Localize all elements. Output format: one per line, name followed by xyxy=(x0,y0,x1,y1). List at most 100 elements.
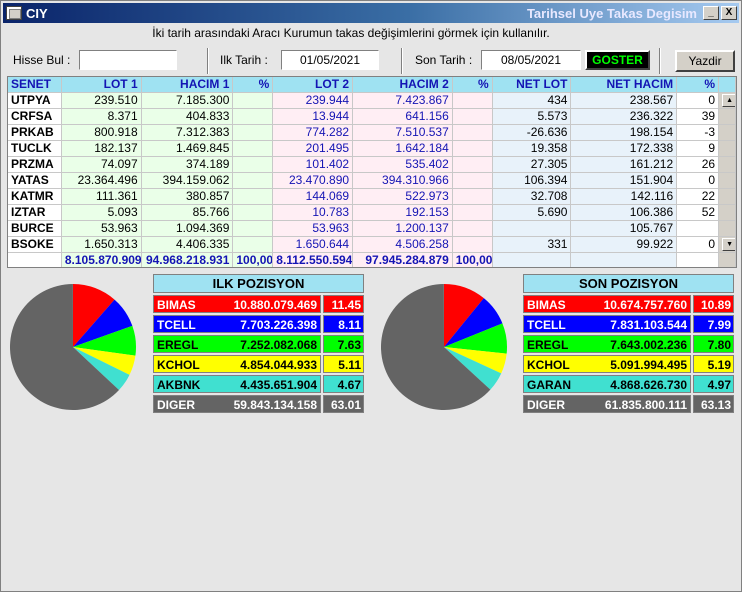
column-header-pct1[interactable]: % xyxy=(233,77,274,92)
yazdir-button[interactable]: Yazdir xyxy=(675,50,735,72)
legend-row: BIMAS 10.880.079.469 11.45 xyxy=(153,295,364,313)
legend-stock-name: EREGL xyxy=(527,338,569,352)
legend-value: 7.252.082.068 xyxy=(240,338,317,352)
column-header-net-hacim[interactable]: NET HACIM xyxy=(571,77,678,92)
legend-value: 7.643.002.236 xyxy=(610,338,687,352)
son-tarih-input[interactable]: 08/05/2021 xyxy=(481,50,581,70)
cell-hacim1: 404.833 xyxy=(141,109,234,124)
column-header-hacim1[interactable]: HACIM 1 xyxy=(141,77,234,92)
hisse-label: Hisse Bul : xyxy=(13,53,71,67)
scrollbar-track[interactable] xyxy=(719,125,736,140)
cell-net-lot xyxy=(492,221,572,236)
cell-pct3: 0 xyxy=(677,173,720,188)
cell-pct3: 39 xyxy=(677,109,720,124)
cell-pct2 xyxy=(452,125,493,140)
legend-row: DIGER 59.843.134.158 63.01 xyxy=(153,395,364,413)
cell-net-hacim: 198.154 xyxy=(571,125,678,140)
scroll-down-arrow-icon[interactable]: ▼ xyxy=(722,238,736,251)
scrollbar-track[interactable] xyxy=(719,173,736,188)
table-row[interactable]: YATAS 23.364.496 394.159.062 23.470.890 394.… xyxy=(8,173,736,189)
cell-pct3: 22 xyxy=(677,189,720,204)
cell-pct1 xyxy=(233,125,274,140)
cell-hacim1: 4.406.335 xyxy=(141,237,234,252)
table-row[interactable]: BSOKE 1.650.313 4.406.335 1.650.644 4.506.25… xyxy=(8,237,736,253)
pie-slice-eregl xyxy=(73,325,136,356)
column-header-senet[interactable]: SENET xyxy=(8,77,62,92)
scrollbar-track[interactable] xyxy=(719,221,736,236)
cell-hacim1: 1.469.845 xyxy=(141,141,234,156)
table-row[interactable]: UTPYA 239.510 7.185.300 239.944 7.423.867 434… xyxy=(8,93,736,109)
app-title: CIY xyxy=(26,5,48,21)
column-header-net-lot[interactable]: NET LOT xyxy=(492,77,572,92)
scrollbar-track[interactable] xyxy=(719,253,736,267)
legend-entry: TCELL 7.703.226.398 xyxy=(153,315,321,333)
cell-hacim2: 1.642.184 xyxy=(353,141,453,156)
cell-lot1: 8.371 xyxy=(61,109,142,124)
goster-button[interactable]: GOSTER xyxy=(585,50,650,70)
cell-senet: TUCLK xyxy=(8,141,62,156)
cell-lot2: 201.495 xyxy=(273,141,354,156)
legend-percent: 7.80 xyxy=(693,335,734,353)
cell-net-lot: 27.305 xyxy=(492,157,572,172)
cell-lot2: 101.402 xyxy=(273,157,354,172)
scrollbar-track[interactable]: ▼ xyxy=(719,237,736,252)
table-row[interactable]: KATMR 111.361 380.857 144.069 522.973 32.708 1… xyxy=(8,189,736,205)
cell-lot2: 53.963 xyxy=(273,221,354,236)
table-row[interactable]: PRKAB 800.918 7.312.383 774.282 7.510.537 -26… xyxy=(8,125,736,141)
legend-row: BIMAS 10.674.757.760 10.89 xyxy=(523,295,734,313)
cell-lot1: 74.097 xyxy=(61,157,142,172)
cell-pct3: 0 xyxy=(677,237,720,252)
ilk-tarih-label: Ilk Tarih : xyxy=(220,53,268,67)
table-row[interactable]: BURCE 53.963 1.094.369 53.963 1.200.137 105.7… xyxy=(8,221,736,237)
cell-senet: UTPYA xyxy=(8,93,62,108)
legend-stock-name: AKBNK xyxy=(157,378,201,392)
minimize-button[interactable]: _ xyxy=(703,6,719,20)
cell-net-hacim xyxy=(571,253,678,267)
cell-net-lot: 331 xyxy=(492,237,572,252)
table-row[interactable]: CRFSA 8.371 404.833 13.944 641.156 5.573 236.3… xyxy=(8,109,736,125)
legend-percent: 7.99 xyxy=(693,315,734,333)
hisse-search-input[interactable] xyxy=(79,50,177,70)
pie-slice-diger xyxy=(381,284,491,410)
scrollbar-track[interactable] xyxy=(719,205,736,220)
cell-hacim1: 7.312.383 xyxy=(141,125,234,140)
table-row[interactable]: IZTAR 5.093 85.766 10.783 192.153 5.690 106.38… xyxy=(8,205,736,221)
ilk-pozisyon-pie-chart xyxy=(10,284,136,410)
legend-entry: DIGER 59.843.134.158 xyxy=(153,395,321,413)
title-bar[interactable]: CIY Tarihsel Uye Takas Degisim _ X xyxy=(3,3,739,23)
scrollbar-track[interactable]: ▲ xyxy=(719,93,736,108)
cell-hacim1: 94.968.218.931 xyxy=(141,253,234,267)
filter-form: Hisse Bul : Ilk Tarih : 01/05/2021 Son T… xyxy=(7,48,739,74)
legend-stock-name: TCELL xyxy=(157,318,196,332)
cell-pct1 xyxy=(233,205,274,220)
cell-lot2: 144.069 xyxy=(273,189,354,204)
scroll-up-arrow-icon[interactable]: ▲ xyxy=(722,94,736,107)
legend-stock-name: KCHOL xyxy=(157,358,200,372)
column-header-lot1[interactable]: LOT 1 xyxy=(61,77,142,92)
cell-pct2 xyxy=(452,109,493,124)
table-row[interactable]: TUCLK 182.137 1.469.845 201.495 1.642.184 19.… xyxy=(8,141,736,157)
column-header-pct3[interactable]: % xyxy=(677,77,720,92)
son-pozisyon-title: SON POZISYON xyxy=(523,274,734,293)
ilk-tarih-input[interactable]: 01/05/2021 xyxy=(281,50,379,70)
scrollbar-track[interactable] xyxy=(719,189,736,204)
scrollbar-track[interactable] xyxy=(719,77,736,92)
column-header-lot2[interactable]: LOT 2 xyxy=(273,77,354,92)
pie-slice-kchol xyxy=(444,347,507,374)
table-row[interactable]: PRZMA 74.097 374.189 101.402 535.402 27.305 16… xyxy=(8,157,736,173)
legend-value: 5.091.994.495 xyxy=(610,358,687,372)
close-button[interactable]: X xyxy=(721,6,737,20)
cell-pct3: 0 xyxy=(677,93,720,108)
separator xyxy=(207,48,209,74)
scrollbar-track[interactable] xyxy=(719,141,736,156)
scrollbar-track[interactable] xyxy=(719,157,736,172)
column-header-pct2[interactable]: % xyxy=(452,77,493,92)
scrollbar-track[interactable] xyxy=(719,109,736,124)
legend-row: AKBNK 4.435.651.904 4.67 xyxy=(153,375,364,393)
column-header-hacim2[interactable]: HACIM 2 xyxy=(353,77,453,92)
cell-senet xyxy=(8,253,62,267)
separator xyxy=(659,48,661,74)
legend-row: GARAN 4.868.626.730 4.97 xyxy=(523,375,734,393)
takas-grid[interactable]: SENET LOT 1 HACIM 1% LOT 2 HACIM 2% NET LOT NE… xyxy=(7,76,737,268)
